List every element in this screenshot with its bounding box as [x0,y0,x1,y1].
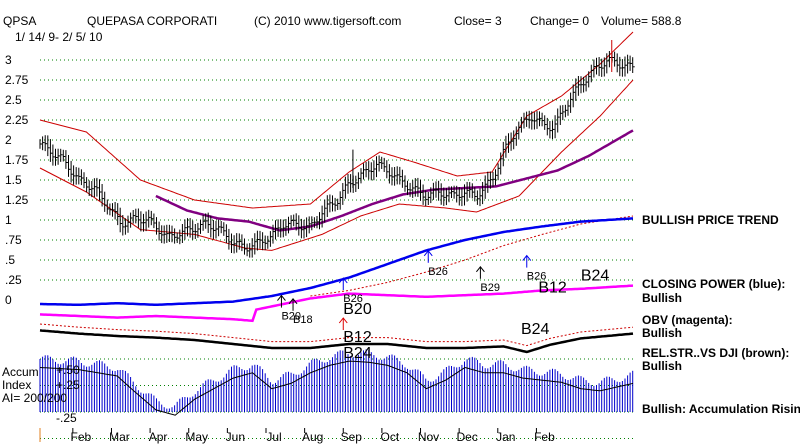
x-tick-label: Aug [302,430,323,444]
relstr-dotted-line [39,323,634,347]
price-trend-label: BULLISH PRICE TREND [642,213,779,227]
y-tick-label: 1.5 [5,173,22,187]
ai-value: AI= 200/200 [2,391,67,405]
x-tick-label: Feb [70,430,91,444]
closing-power-label: CLOSING POWER (blue): [642,277,785,291]
y-tick-label: 1.75 [5,153,29,167]
obv-label: OBV (magenta): [642,313,733,327]
x-tick-label: Dec [456,430,477,444]
close-value: Close= 3 [454,14,502,28]
buy-arrow-head [522,254,532,261]
x-tick-label: Mar [109,430,130,444]
buy-arrow-head [338,317,348,324]
y-tick-label: .25 [5,273,22,287]
x-tick-label: Jun [226,430,245,444]
date-range: 1/ 14/ 9- 2/ 5/ 10 [15,30,103,44]
copyright: (C) 2010 www.tigersoft.com [254,14,401,28]
accum-tick-top: +.50 [56,363,80,377]
relstr-label: REL.STR..VS DJI (brown): [642,346,789,360]
y-tick-label: .75 [5,233,22,247]
upper-band-line [39,31,634,209]
y-tick-label: 0 [5,293,12,307]
x-tick-label: Jul [266,430,281,444]
relstr-line [39,329,634,354]
accum-tick-bot: -.25 [56,411,77,425]
closing-power-line [40,217,634,307]
x-tick-label: Jan [496,430,515,444]
x-tick-label: Feb [534,430,555,444]
signal-label: B24 [343,345,372,362]
signal-label: B20 [343,301,372,318]
signal-label: B24 [581,267,610,284]
y-tick-label: 2.75 [5,73,29,87]
accum-label: Accum [2,365,39,379]
signal-label: B24 [521,321,550,338]
accumulation-bars [39,349,634,412]
x-tick-label: May [185,430,208,444]
y-tick-label: 2.25 [5,113,29,127]
buy-arrow-head [423,249,433,257]
change-value: Change= 0 [530,14,589,28]
signal-label: B29 [480,282,500,294]
moving-average-line [155,129,634,232]
company-name: QUEPASA CORPORATI [87,14,217,28]
y-tick-label: 2.5 [5,93,22,107]
buy-arrow-head [288,297,298,305]
y-tick-label: 3 [5,53,12,67]
accum-status: Bullish: Accumulation Rising [642,402,800,416]
accum-average-line [39,360,634,416]
obv-line [39,284,634,323]
obv-status: Bullish [642,326,682,340]
index-label: Index [2,378,31,392]
signal-label: B18 [293,314,313,326]
lower-band-line [39,79,634,251]
y-tick-label: .5 [5,253,15,267]
volume-value: Volume= 588.8 [601,14,682,28]
accum-tick-mid: +.25 [56,378,80,392]
y-tick-label: 1 [5,213,12,227]
signal-label: B12 [538,279,567,296]
y-tick-label: 2 [5,133,12,147]
relstr-status: Bullish [642,359,682,373]
signal-label: B20 [281,311,301,323]
signal-label: B12 [343,329,372,346]
buy-arrow-head [338,277,348,284]
signal-label: B26 [428,266,448,278]
x-tick-label: Nov [418,430,439,444]
signal-label: B26 [527,271,547,283]
signal-label: B26 [343,293,363,305]
y-tick-label: 1.25 [5,193,29,207]
buy-arrow-head [277,294,286,301]
ticker: QPSA [3,14,36,28]
closing-power-status: Bullish [642,291,682,305]
x-tick-label: Oct [381,430,400,444]
x-tick-label: Apr [149,430,168,444]
indicator-lines [39,31,634,416]
buy-arrow-head [476,265,485,273]
x-tick-label: Sep [341,430,363,444]
gridlines [40,59,633,439]
price-bars [39,40,635,258]
